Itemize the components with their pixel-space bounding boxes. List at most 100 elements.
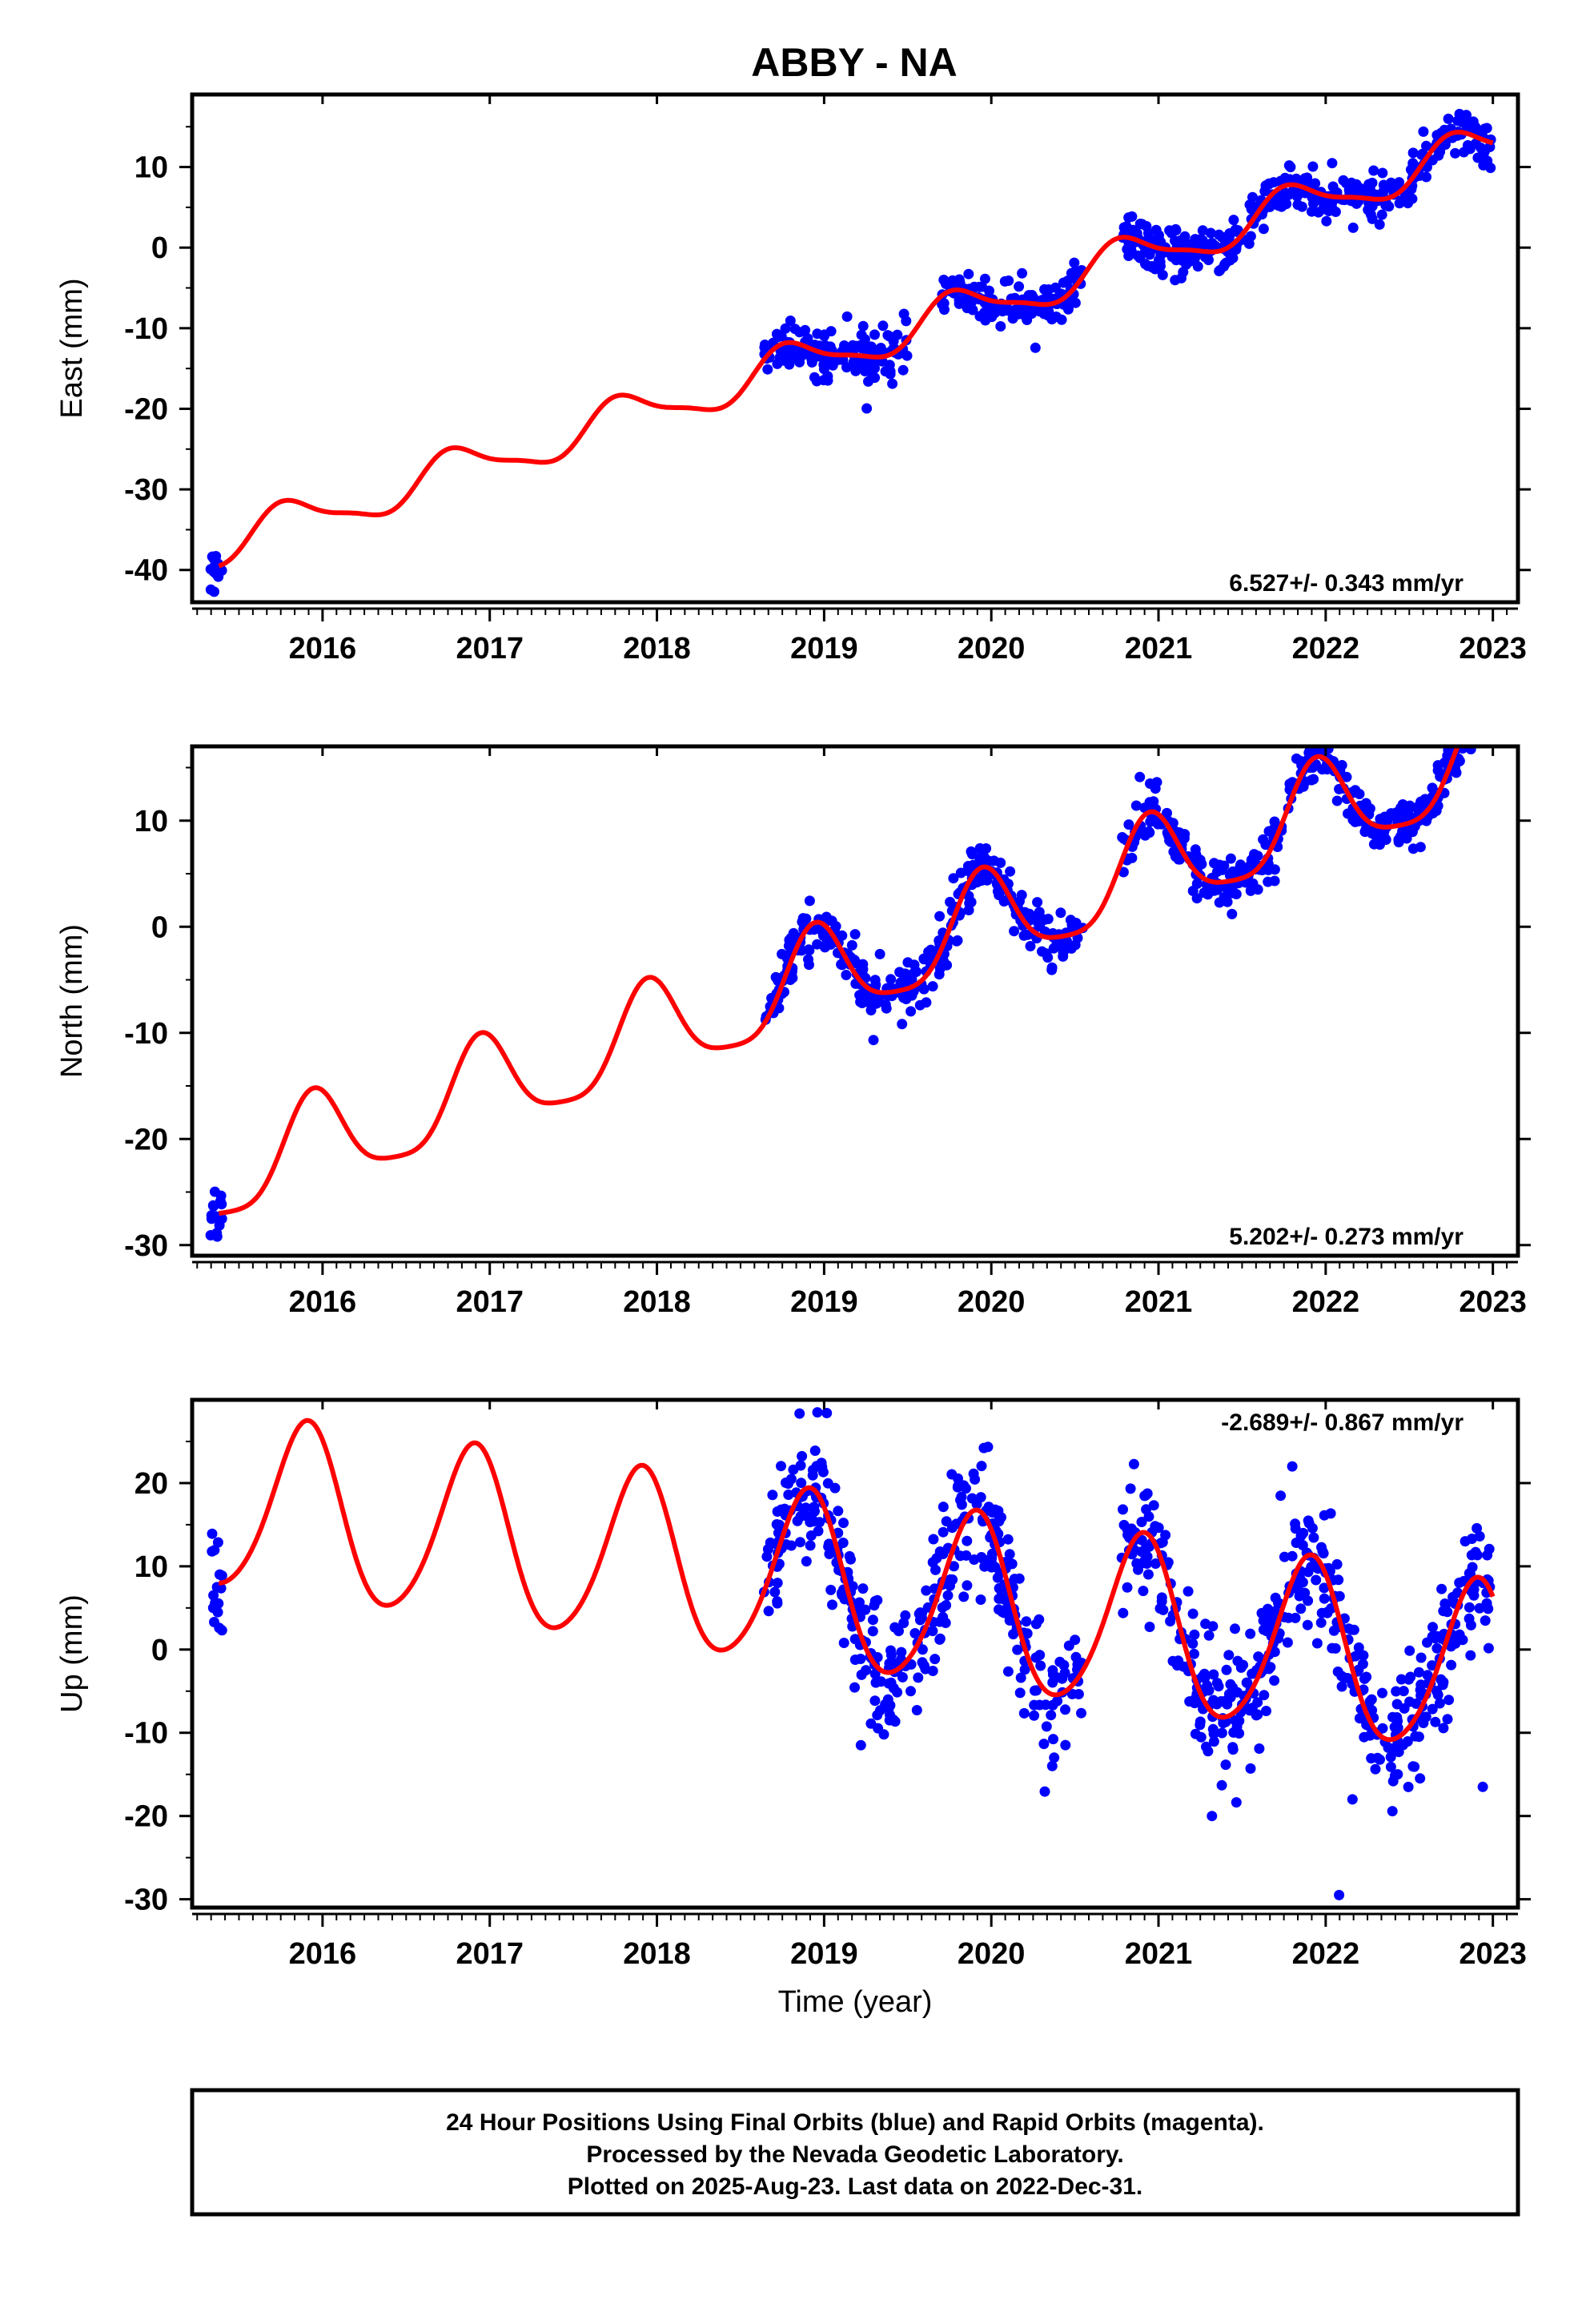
data-point	[1150, 1558, 1161, 1569]
data-point	[927, 981, 938, 992]
data-point	[942, 1590, 954, 1601]
data-point	[1022, 315, 1033, 325]
data-point	[1468, 1584, 1480, 1595]
data-point	[1134, 252, 1146, 263]
data-point	[1377, 1687, 1387, 1699]
data-point	[1410, 1731, 1421, 1742]
data-point	[876, 1676, 886, 1687]
data-point	[212, 1537, 223, 1548]
data-point	[1144, 797, 1155, 808]
footer-line-1: 24 Hour Positions Using Final Orbits (bl…	[446, 2109, 1264, 2136]
data-point	[1156, 1592, 1167, 1603]
data-point	[215, 1582, 227, 1594]
data-point	[1212, 866, 1223, 877]
data-point	[1480, 1615, 1491, 1626]
data-point	[1223, 1689, 1235, 1699]
data-point	[1391, 1686, 1402, 1697]
data-point	[1238, 1659, 1249, 1671]
data-point	[888, 336, 899, 347]
data-point	[854, 990, 865, 1001]
data-point	[1258, 223, 1269, 235]
model-fit-line	[218, 746, 1460, 1216]
data-point	[987, 1507, 998, 1518]
data-point	[1383, 201, 1395, 212]
x-tick-label: 2016	[289, 1937, 357, 1971]
data-point	[1303, 1518, 1315, 1529]
data-point	[880, 999, 891, 1010]
data-point	[1076, 1707, 1086, 1719]
up-panel: 2016 2017 2018 2019 2020 2021 2022 2023 -30 -20 -1…	[55, 1397, 1531, 2019]
data-point	[1203, 889, 1214, 900]
data-point	[945, 896, 956, 907]
data-point	[1228, 215, 1239, 226]
x-tick-label: 2018	[623, 632, 691, 665]
data-point	[1032, 897, 1043, 908]
data-point	[849, 929, 861, 940]
data-point	[211, 1211, 221, 1222]
data-point	[873, 344, 885, 355]
data-point	[801, 1556, 812, 1567]
x-tick-label: 2021	[1125, 1285, 1193, 1319]
data-point	[1141, 1504, 1152, 1515]
data-point	[1387, 1806, 1398, 1817]
data-point	[1175, 235, 1186, 246]
data-point	[963, 905, 974, 915]
north-panel: 2016 2017 2018 2019 2020 2021 2022 2023 -30 -20 -1…	[55, 744, 1531, 1319]
data-point	[869, 1695, 881, 1707]
data-point	[791, 344, 802, 356]
data-point	[1022, 1628, 1033, 1639]
data-point	[1440, 1599, 1452, 1610]
data-point	[1353, 1642, 1364, 1653]
data-point	[1042, 310, 1054, 321]
data-point	[1422, 1670, 1433, 1681]
data-point	[1269, 1647, 1280, 1658]
data-point	[1046, 1760, 1058, 1771]
data-point	[1299, 1587, 1311, 1598]
data-point	[800, 324, 811, 336]
data-point	[909, 1628, 921, 1638]
data-point	[1051, 1672, 1062, 1683]
data-point	[1436, 1583, 1447, 1594]
data-point	[1065, 915, 1076, 926]
data-point	[897, 1019, 908, 1030]
data-point	[1290, 1612, 1301, 1623]
plot-frame	[190, 92, 1520, 605]
data-point	[1030, 342, 1041, 353]
data-point	[1393, 834, 1404, 845]
data-point	[795, 1460, 806, 1471]
data-point	[1148, 1500, 1159, 1511]
data-point	[1474, 1602, 1485, 1614]
data-point	[974, 311, 986, 322]
data-point	[1069, 257, 1080, 268]
data-point	[1418, 1718, 1429, 1728]
data-point	[976, 1461, 987, 1472]
data-point	[883, 1703, 894, 1715]
data-point	[1227, 883, 1238, 894]
data-point	[1256, 1607, 1267, 1618]
chart-title: ABBY - NA	[751, 40, 957, 85]
data-point	[884, 1658, 895, 1669]
data-point	[860, 366, 870, 376]
data-point	[981, 843, 992, 854]
data-point	[1464, 1602, 1475, 1613]
data-point	[794, 1408, 805, 1419]
data-point	[976, 875, 987, 887]
data-point	[1318, 1548, 1329, 1559]
data-point	[1303, 1595, 1314, 1606]
data-point	[938, 1526, 949, 1538]
data-point	[1427, 1703, 1438, 1715]
data-point	[817, 927, 828, 938]
data-point	[1308, 198, 1319, 209]
velocity-rate-label: 5.202+/- 0.273 mm/yr	[1229, 1224, 1464, 1250]
data-point	[986, 1548, 998, 1559]
data-point	[897, 364, 909, 376]
data-point	[1170, 225, 1182, 235]
data-point	[1231, 1797, 1242, 1808]
data-point	[1142, 1488, 1153, 1499]
data-point	[1167, 1655, 1178, 1667]
data-point	[1150, 224, 1162, 235]
data-point	[1139, 1555, 1150, 1566]
data-point	[1178, 267, 1189, 278]
data-point	[1269, 864, 1280, 875]
data-point	[1133, 1564, 1143, 1575]
